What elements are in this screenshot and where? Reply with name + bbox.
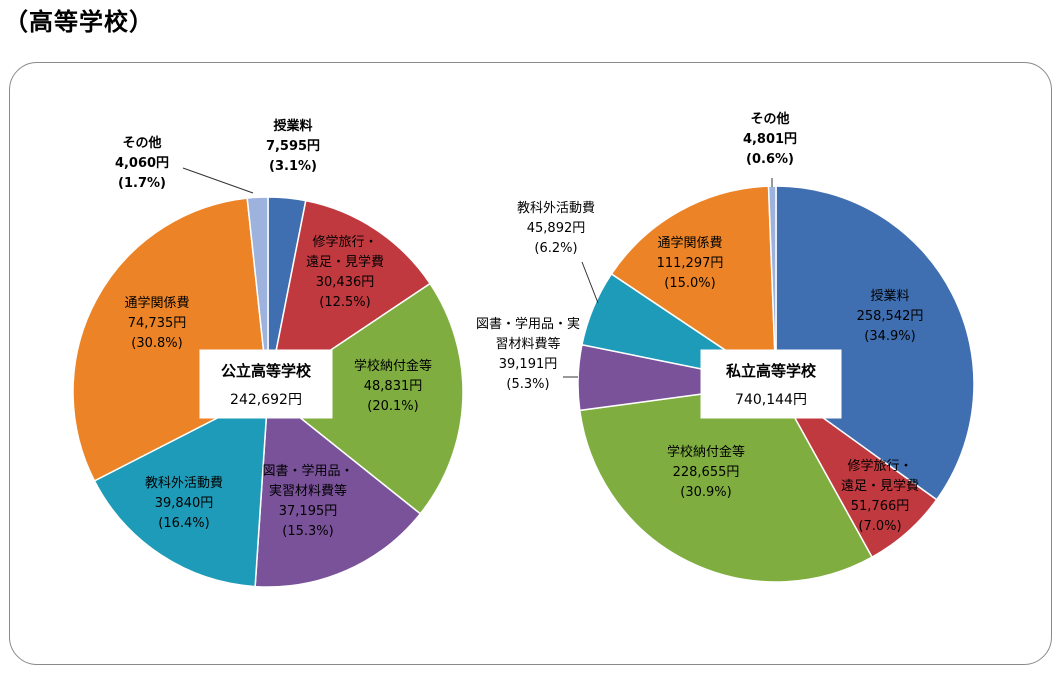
- pie-chart-public: 授業料 7,595円(3.1%) 修学旅行・遠足・見学費 30,436円(12.5%)…: [72, 118, 464, 588]
- slice-label: 修学旅行・遠足・見学費 30,436円(12.5%): [306, 234, 384, 310]
- pie-slice: [610, 185, 777, 386]
- slice-label: 学校納付金等 48,831円(20.1%): [354, 358, 432, 414]
- pie-chart-private: 授業料 258,542円(34.9%) 修学旅行・遠足・見学費 51,766円(7.0…: [476, 111, 975, 583]
- school-type-label: 公立高等学校: [221, 362, 312, 380]
- pie-slice: [775, 185, 975, 501]
- slice-label: 学校納付金等 228,655円(30.9%): [667, 444, 745, 500]
- pie-slice: [578, 383, 874, 583]
- chart-frame: [9, 62, 1052, 665]
- pie-slice: [246, 196, 269, 393]
- pie-slice: [266, 199, 432, 394]
- pie-slice: [93, 390, 269, 588]
- center-box: [199, 349, 333, 419]
- slice-label: その他 4,801円(0.6%): [743, 111, 797, 167]
- slice-label: 図書・学用品・実習材料費等 37,195円(15.3%): [262, 463, 353, 539]
- page-heading: （高等学校）: [4, 8, 154, 36]
- school-type-label: 私立高等学校: [725, 362, 817, 380]
- pie-slice: [266, 282, 464, 515]
- slice-label: 教科外活動費 39,840円(16.4%): [145, 475, 223, 531]
- slice-label: 教科外活動費 45,892円(6.2%): [517, 200, 595, 256]
- slice-label: 図書・学用品・実習材料費等 39,191円(5.3%): [476, 316, 580, 392]
- slice-label: 修学旅行・遠足・見学費 51,766円(7.0%): [841, 458, 919, 534]
- slice-label: その他 4,060円(1.7%): [115, 135, 169, 191]
- leader-line: [182, 167, 254, 194]
- center-box: [700, 349, 842, 419]
- slice-label: 授業料 7,595円(3.1%): [266, 118, 320, 174]
- leader-line: [581, 261, 599, 304]
- pie-slice: [254, 390, 422, 588]
- slice-label: 授業料 258,542円(34.9%): [857, 288, 924, 344]
- slice-label: 通学関係費 74,735円(30.8%): [124, 295, 189, 351]
- slice-label: 通学関係費 111,297円(15.0%): [657, 235, 724, 291]
- total-label: 242,692円: [230, 392, 302, 408]
- total-label: 740,144円: [735, 392, 807, 408]
